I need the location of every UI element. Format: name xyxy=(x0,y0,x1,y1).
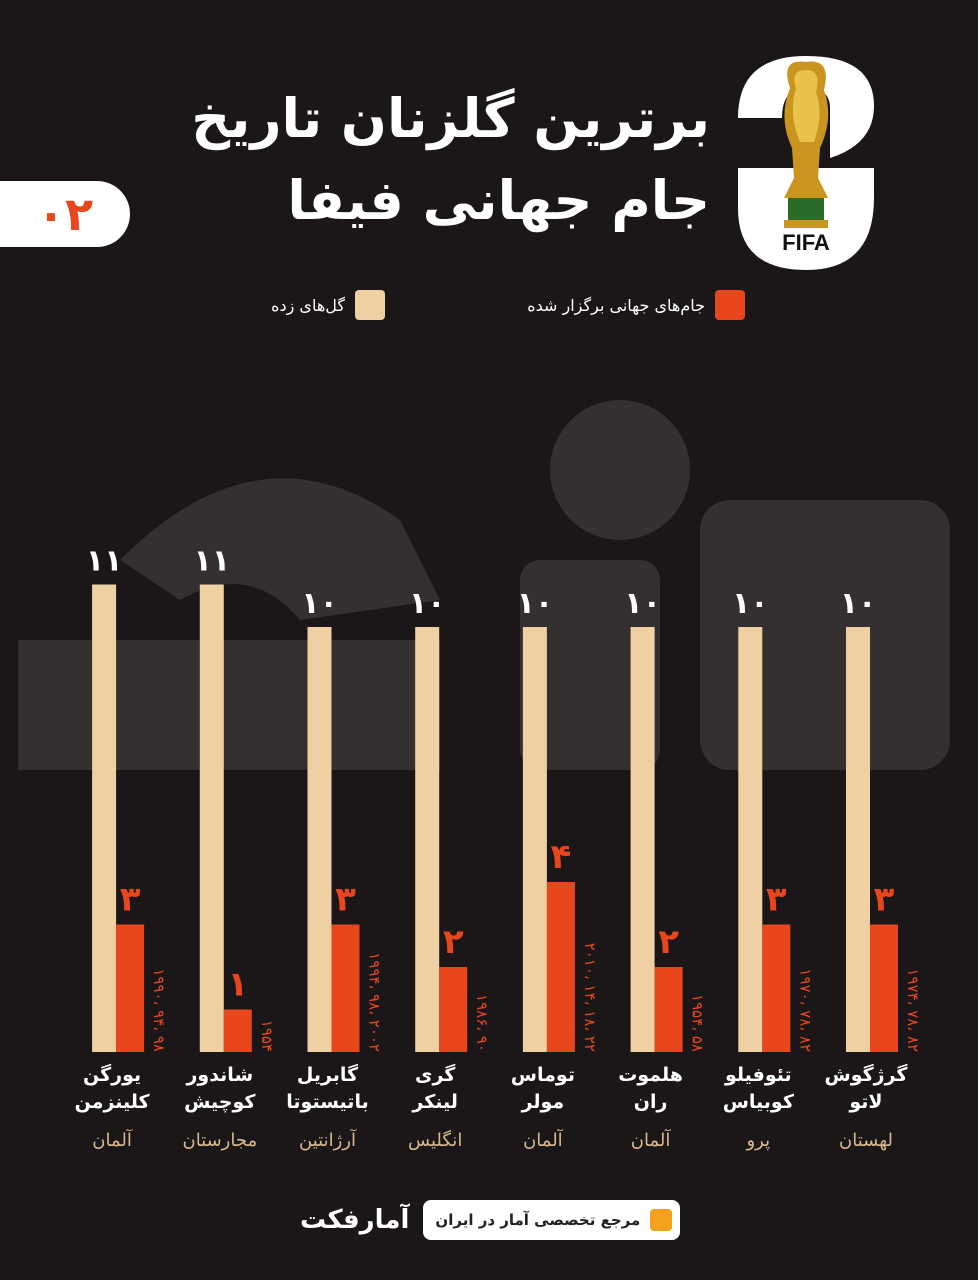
goals-value-label: ۱۰ xyxy=(517,586,554,621)
goals-value-label: ۱۰ xyxy=(624,586,661,621)
player-last-name: کلینزمن xyxy=(74,1091,150,1113)
years-label: ۱۹۹۴، ۹۸، ۲۰۰۲ xyxy=(366,952,384,1052)
goals-value-label: ۱۰ xyxy=(301,586,338,621)
player-country: آلمان xyxy=(523,1130,563,1151)
cups-value-label: ۳ xyxy=(766,880,787,920)
player-label: گری لینکر انگلیس xyxy=(375,1062,495,1151)
player-last-name: کوبیاس xyxy=(722,1091,794,1113)
player-label: تئوفیلو کوبیاس پرو xyxy=(698,1062,818,1151)
player-first-name: گرژگوش xyxy=(824,1064,908,1086)
goals-swatch xyxy=(355,290,385,320)
goals-chart: ۱۰ ۳ ۱۹۷۴، ۷۸، ۸۲ ۱۰ ۳ ۱۹۷۰، ۷۸، ۸۲ ۱۰ ۲ ۱۹۵۴، ۵… xyxy=(86,544,922,1052)
player-last-name: کوچیش xyxy=(184,1091,256,1113)
legend-goals: گل‌های زده xyxy=(240,290,385,320)
player-label: گرژگوش لاتو لهستان xyxy=(806,1062,926,1151)
years-label: ۲۰۱۰، ۱۴، ۱۸، ۲۲ xyxy=(581,943,599,1052)
cups-value-label: ۲ xyxy=(658,922,679,962)
legend-goals-label: گل‌های زده xyxy=(271,295,345,315)
brand-mark-icon xyxy=(650,1209,673,1231)
cups-value-label: ۳ xyxy=(335,880,356,920)
player-country: آرژانتین xyxy=(299,1130,356,1151)
player-label: گابریل باتیستوتا آرژانتین xyxy=(268,1062,388,1151)
player-label: هلموت ران آلمان xyxy=(591,1062,711,1151)
cups-bar xyxy=(762,924,791,1052)
footer: آمارفکت مرجع تخصصی آمار در ایران xyxy=(300,1198,681,1242)
player-last-name: مولر xyxy=(521,1091,565,1113)
cups-bar xyxy=(223,1009,252,1052)
player-country: آلمان xyxy=(630,1130,671,1151)
years-label: ۱۹۷۰، ۷۸، ۸۲ xyxy=(796,968,814,1052)
player-last-name: باتیستوتا xyxy=(286,1091,369,1113)
player-label: شاندور کوچیش مجارستان xyxy=(160,1062,280,1151)
page-title: برترین گلزنان تاریخ جام جهانی فیفا xyxy=(110,78,710,242)
goals-value-label: ۱۰ xyxy=(409,586,446,621)
goals-bar xyxy=(307,627,332,1052)
cups-swatch xyxy=(715,290,745,320)
player-first-name: گری xyxy=(415,1064,456,1086)
goals-bar xyxy=(630,627,655,1052)
player-first-name: یورگن xyxy=(83,1064,142,1086)
player-country: لهستان xyxy=(839,1130,893,1151)
goals-bar xyxy=(415,627,440,1052)
page-number: ۰۲ xyxy=(36,187,94,241)
legend-world-cups: جام‌های جهانی برگزار شده xyxy=(470,290,745,320)
player-first-name: توماس xyxy=(510,1064,575,1086)
player-country: مجارستان xyxy=(182,1130,258,1151)
player-first-name: تئوفیلو xyxy=(724,1064,792,1086)
years-label: ۱۹۵۴، ۵۸ xyxy=(689,994,707,1052)
cups-value-label: ۳ xyxy=(874,880,895,920)
player-first-name: شاندور xyxy=(186,1064,254,1086)
goals-bar xyxy=(846,627,870,1052)
player-last-name: لینکر xyxy=(412,1091,458,1113)
cups-value-label: ۲ xyxy=(443,922,464,962)
world-cup-trophy-icon xyxy=(784,61,829,228)
years-label: ۱۹۹۰، ۹۴، ۹۸ xyxy=(150,968,168,1052)
goals-value-label: ۱۱ xyxy=(86,544,123,579)
player-last-name: ران xyxy=(633,1091,668,1113)
fifa-logo-text: FIFA xyxy=(782,230,830,255)
years-label: ۱۹۵۴ xyxy=(258,1020,276,1052)
player-first-name: هلموت xyxy=(618,1064,683,1086)
cups-bar xyxy=(439,967,468,1052)
title-line-1: برترین گلزنان تاریخ xyxy=(191,87,710,150)
player-country: آلمان xyxy=(92,1130,132,1151)
goals-bar xyxy=(92,584,117,1052)
cups-bar xyxy=(870,924,898,1052)
title-line-2: جام جهانی فیفا xyxy=(287,169,710,232)
player-last-name: لاتو xyxy=(849,1091,883,1113)
goals-value-label: ۱۰ xyxy=(840,586,877,621)
cups-value-label: ۴ xyxy=(551,837,572,877)
cups-bar xyxy=(116,924,145,1052)
player-country: انگلیس xyxy=(408,1130,463,1151)
years-label: ۱۹۷۴، ۷۸، ۸۲ xyxy=(904,968,922,1052)
page-number-badge: ۰۲ xyxy=(0,181,130,247)
cups-bar xyxy=(654,967,683,1052)
player-label: یورگن کلینزمن آلمان xyxy=(52,1062,172,1151)
player-first-name: گابریل xyxy=(296,1064,359,1086)
cups-bar xyxy=(546,882,575,1052)
goals-bar xyxy=(738,627,763,1052)
goals-value-label: ۱۰ xyxy=(732,586,769,621)
cups-value-label: ۱ xyxy=(227,965,248,1005)
goals-bar xyxy=(522,627,547,1052)
footer-brand: آمارفکت xyxy=(300,1205,410,1235)
player-label: توماس مولر آلمان xyxy=(483,1062,603,1151)
goals-value-label: ۱۱ xyxy=(193,544,230,579)
footer-badge: مرجع تخصصی آمار در ایران xyxy=(423,1200,681,1240)
goals-bar xyxy=(199,584,224,1052)
cups-value-label: ۳ xyxy=(120,880,141,920)
years-label: ۱۹۸۶، ۹۰ xyxy=(473,994,491,1052)
player-country: پرو xyxy=(746,1130,771,1151)
cups-bar xyxy=(331,924,360,1052)
footer-tagline: مرجع تخصصی آمار در ایران xyxy=(435,1211,641,1229)
legend-cups-label: جام‌های جهانی برگزار شده xyxy=(527,295,705,315)
fifa-2026-logo: FIFA xyxy=(738,56,874,270)
